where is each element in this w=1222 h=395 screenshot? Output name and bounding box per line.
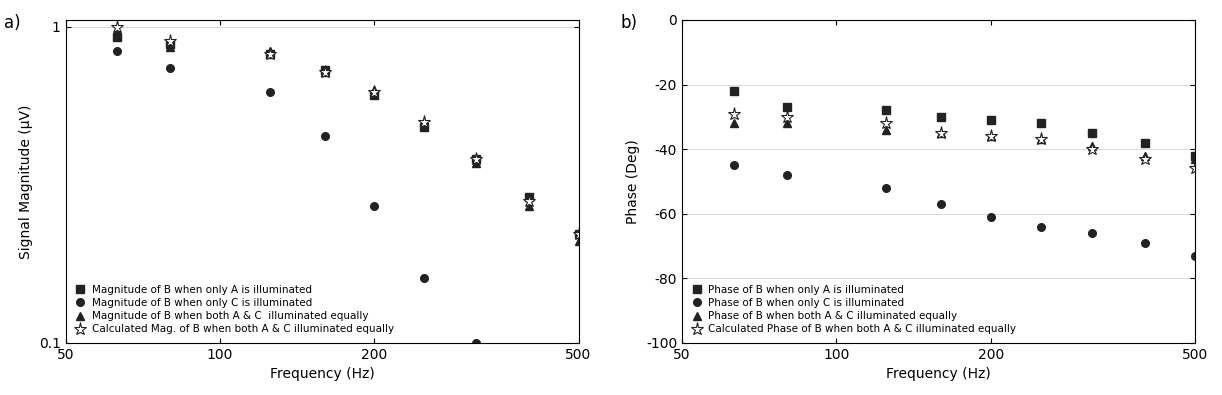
Calculated Phase of B when both A & C illuminated equally <box>1138 156 1152 161</box>
Phase of B when only C is illuminated <box>934 201 948 206</box>
Magnitude of B when only A is illuminated <box>367 92 381 97</box>
Line: Calculated Phase of B when both A & C illuminated equally: Calculated Phase of B when both A & C il… <box>727 107 1201 175</box>
Magnitude of B when only C is illuminated <box>110 48 125 53</box>
Phase of B when both A & C illuminated equally <box>1188 156 1202 161</box>
Line: Magnitude of B when only A is illuminated: Magnitude of B when only A is illuminate… <box>114 33 583 238</box>
Phase of B when only C is illuminated <box>726 163 741 167</box>
X-axis label: Frequency (Hz): Frequency (Hz) <box>886 367 991 381</box>
Calculated Phase of B when both A & C illuminated equally <box>879 121 893 126</box>
Phase of B when only A is illuminated <box>780 105 794 109</box>
Phase of B when only C is illuminated <box>1085 231 1100 235</box>
Y-axis label: Signal Magnitude (μV): Signal Magnitude (μV) <box>20 104 33 258</box>
Phase of B when only A is illuminated <box>1138 140 1152 145</box>
Phase of B when only A is illuminated <box>1034 121 1048 126</box>
Magnitude of B when both A & C  illuminated equally <box>367 88 381 92</box>
Calculated Phase of B when both A & C illuminated equally <box>780 115 794 119</box>
Calculated Mag. of B when both A & C illuminated equally <box>110 24 125 29</box>
Magnitude of B when both A & C  illuminated equally <box>417 119 431 124</box>
Magnitude of B when only A is illuminated <box>417 125 431 130</box>
Text: a): a) <box>4 13 21 32</box>
Magnitude of B when only C is illuminated <box>163 66 177 70</box>
Magnitude of B when only C is illuminated <box>263 90 277 95</box>
Phase of B when only A is illuminated <box>879 108 893 113</box>
Magnitude of B when only C is illuminated <box>468 340 483 345</box>
Magnitude of B when only A is illuminated <box>522 194 536 199</box>
Phase of B when both A & C illuminated equally <box>780 121 794 126</box>
Calculated Mag. of B when both A & C illuminated equally <box>522 199 536 204</box>
Magnitude of B when both A & C  illuminated equally <box>110 28 125 33</box>
Phase of B when only A is illuminated <box>984 118 998 122</box>
Calculated Phase of B when both A & C illuminated equally <box>726 111 741 116</box>
Phase of B when only A is illuminated <box>1085 131 1100 135</box>
Magnitude of B when both A & C  illuminated equally <box>522 204 536 209</box>
Calculated Mag. of B when both A & C illuminated equally <box>468 157 483 162</box>
Line: Magnitude of B when only C is illuminated: Magnitude of B when only C is illuminate… <box>114 47 583 395</box>
Text: b): b) <box>621 13 638 32</box>
Magnitude of B when only A is illuminated <box>263 51 277 56</box>
Calculated Phase of B when both A & C illuminated equally <box>934 131 948 135</box>
Magnitude of B when only C is illuminated <box>318 134 332 139</box>
X-axis label: Frequency (Hz): Frequency (Hz) <box>270 367 374 381</box>
Phase of B when only C is illuminated <box>1034 224 1048 229</box>
Phase of B when both A & C illuminated equally <box>1085 143 1100 148</box>
Magnitude of B when both A & C  illuminated equally <box>318 70 332 74</box>
Calculated Phase of B when both A & C illuminated equally <box>1034 137 1048 142</box>
Line: Calculated Mag. of B when both A & C illuminated equally: Calculated Mag. of B when both A & C ill… <box>110 20 585 241</box>
Magnitude of B when only C is illuminated <box>417 276 431 280</box>
Phase of B when both A & C illuminated equally <box>984 134 998 139</box>
Phase of B when both A & C illuminated equally <box>879 127 893 132</box>
Phase of B when both A & C illuminated equally <box>1138 153 1152 158</box>
Calculated Mag. of B when both A & C illuminated equally <box>263 51 277 56</box>
Phase of B when both A & C illuminated equally <box>934 131 948 135</box>
Calculated Phase of B when both A & C illuminated equally <box>984 134 998 139</box>
Magnitude of B when both A & C  illuminated equally <box>163 45 177 50</box>
Y-axis label: Phase (Deg): Phase (Deg) <box>627 139 640 224</box>
Phase of B when only A is illuminated <box>726 88 741 93</box>
Magnitude of B when only A is illuminated <box>318 68 332 72</box>
Calculated Phase of B when both A & C illuminated equally <box>1188 166 1202 171</box>
Calculated Mag. of B when both A & C illuminated equally <box>318 70 332 74</box>
Phase of B when only C is illuminated <box>1138 240 1152 245</box>
Phase of B when both A & C illuminated equally <box>1034 137 1048 142</box>
Magnitude of B when only C is illuminated <box>367 204 381 209</box>
Phase of B when only C is illuminated <box>879 185 893 190</box>
Calculated Mag. of B when both A & C illuminated equally <box>163 39 177 43</box>
Magnitude of B when both A & C  illuminated equally <box>263 48 277 53</box>
Phase of B when only C is illuminated <box>984 214 998 219</box>
Phase of B when both A & C illuminated equally <box>726 121 741 126</box>
Phase of B when only C is illuminated <box>780 173 794 177</box>
Phase of B when only A is illuminated <box>934 115 948 119</box>
Calculated Mag. of B when both A & C illuminated equally <box>417 119 431 124</box>
Line: Phase of B when only A is illuminated: Phase of B when only A is illuminated <box>730 87 1199 159</box>
Magnitude of B when only A is illuminated <box>110 34 125 39</box>
Calculated Mag. of B when both A & C illuminated equally <box>367 90 381 95</box>
Magnitude of B when only A is illuminated <box>468 157 483 162</box>
Legend: Phase of B when only A is illuminated, Phase of B when only C is illuminated, Ph: Phase of B when only A is illuminated, P… <box>687 282 1019 337</box>
Calculated Phase of B when both A & C illuminated equally <box>1085 147 1100 151</box>
Line: Phase of B when only C is illuminated: Phase of B when only C is illuminated <box>730 162 1199 260</box>
Legend: Magnitude of B when only A is illuminated, Magnitude of B when only C is illumin: Magnitude of B when only A is illuminate… <box>71 282 397 337</box>
Magnitude of B when both A & C  illuminated equally <box>468 161 483 166</box>
Magnitude of B when only A is illuminated <box>571 232 585 237</box>
Magnitude of B when both A & C  illuminated equally <box>571 239 585 243</box>
Phase of B when only A is illuminated <box>1188 153 1202 158</box>
Line: Phase of B when both A & C illuminated equally: Phase of B when both A & C illuminated e… <box>730 119 1199 163</box>
Phase of B when only C is illuminated <box>1188 253 1202 258</box>
Magnitude of B when only A is illuminated <box>163 42 177 47</box>
Line: Magnitude of B when both A & C  illuminated equally: Magnitude of B when both A & C illuminat… <box>114 27 583 245</box>
Calculated Mag. of B when both A & C illuminated equally <box>571 232 585 237</box>
